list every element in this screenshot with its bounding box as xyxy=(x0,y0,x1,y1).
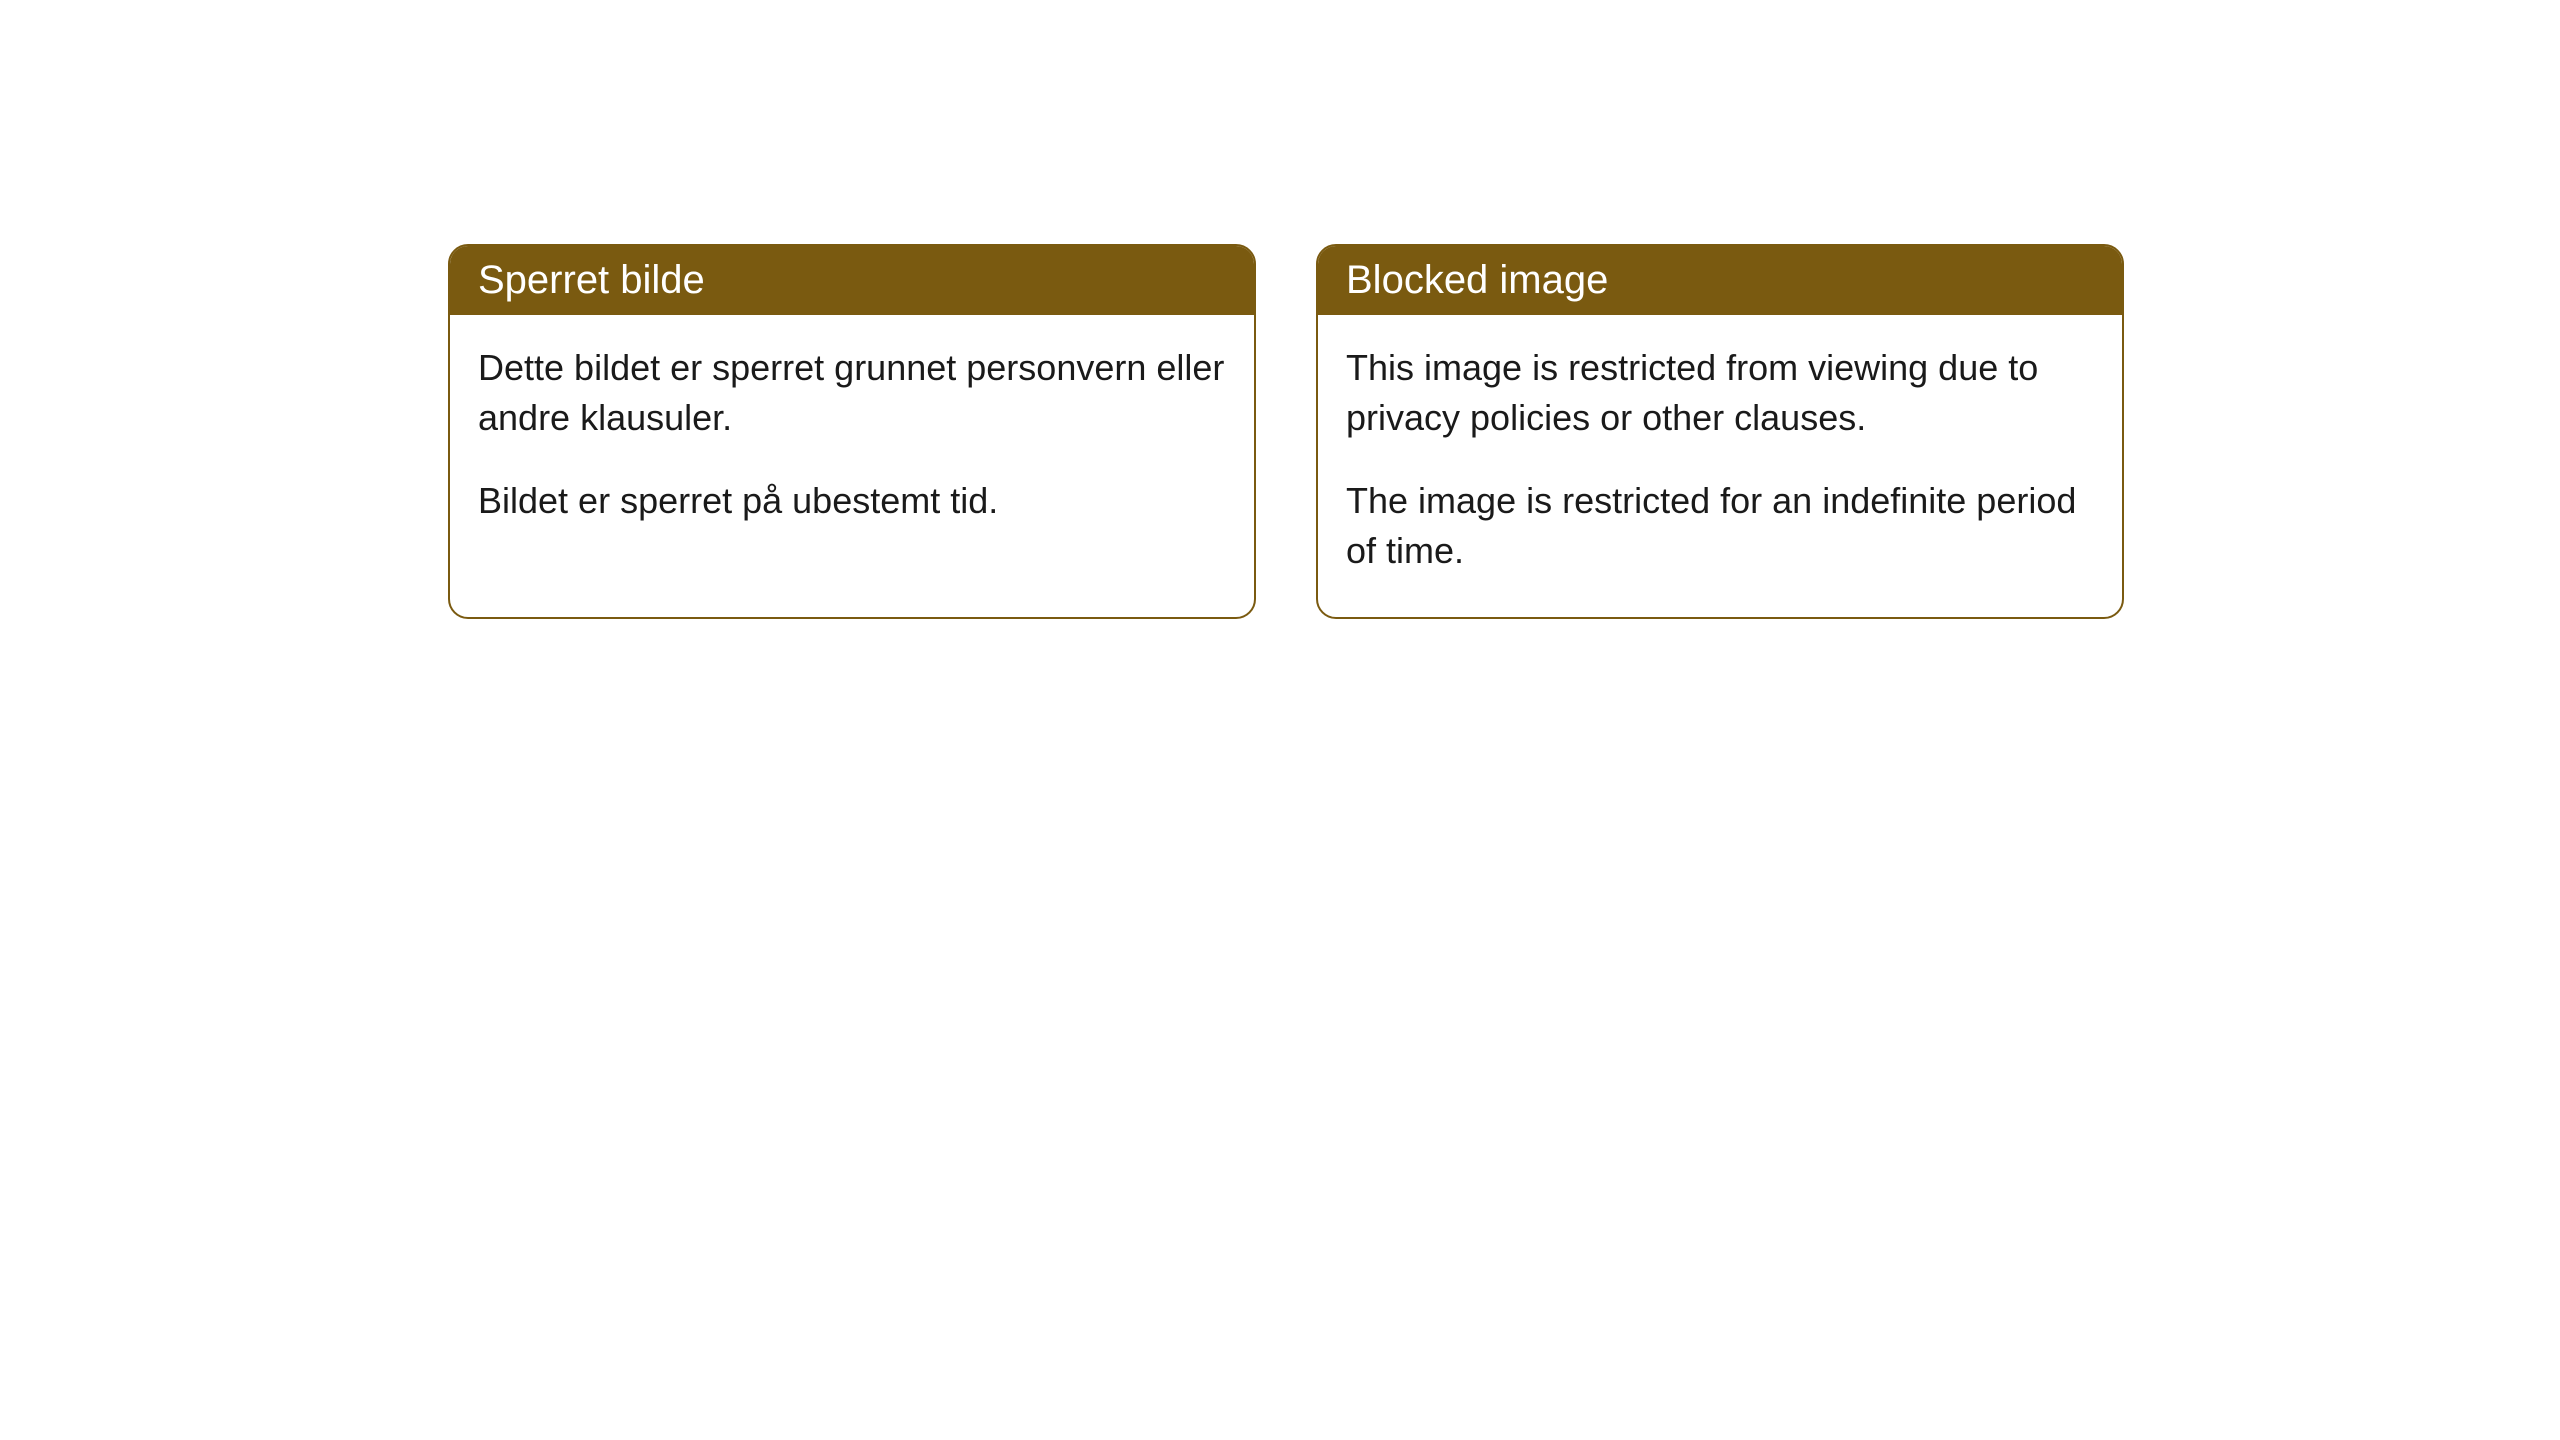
notice-card-norwegian: Sperret bilde Dette bildet er sperret gr… xyxy=(448,244,1256,619)
notice-paragraph: Dette bildet er sperret grunnet personve… xyxy=(478,343,1226,444)
notice-paragraph: This image is restricted from viewing du… xyxy=(1346,343,2094,444)
notice-card-english: Blocked image This image is restricted f… xyxy=(1316,244,2124,619)
notice-card-body: Dette bildet er sperret grunnet personve… xyxy=(450,315,1254,566)
notice-card-title: Blocked image xyxy=(1318,246,2122,315)
notice-cards-container: Sperret bilde Dette bildet er sperret gr… xyxy=(448,244,2124,619)
notice-card-body: This image is restricted from viewing du… xyxy=(1318,315,2122,617)
notice-paragraph: Bildet er sperret på ubestemt tid. xyxy=(478,476,1226,526)
notice-paragraph: The image is restricted for an indefinit… xyxy=(1346,476,2094,577)
notice-card-title: Sperret bilde xyxy=(450,246,1254,315)
